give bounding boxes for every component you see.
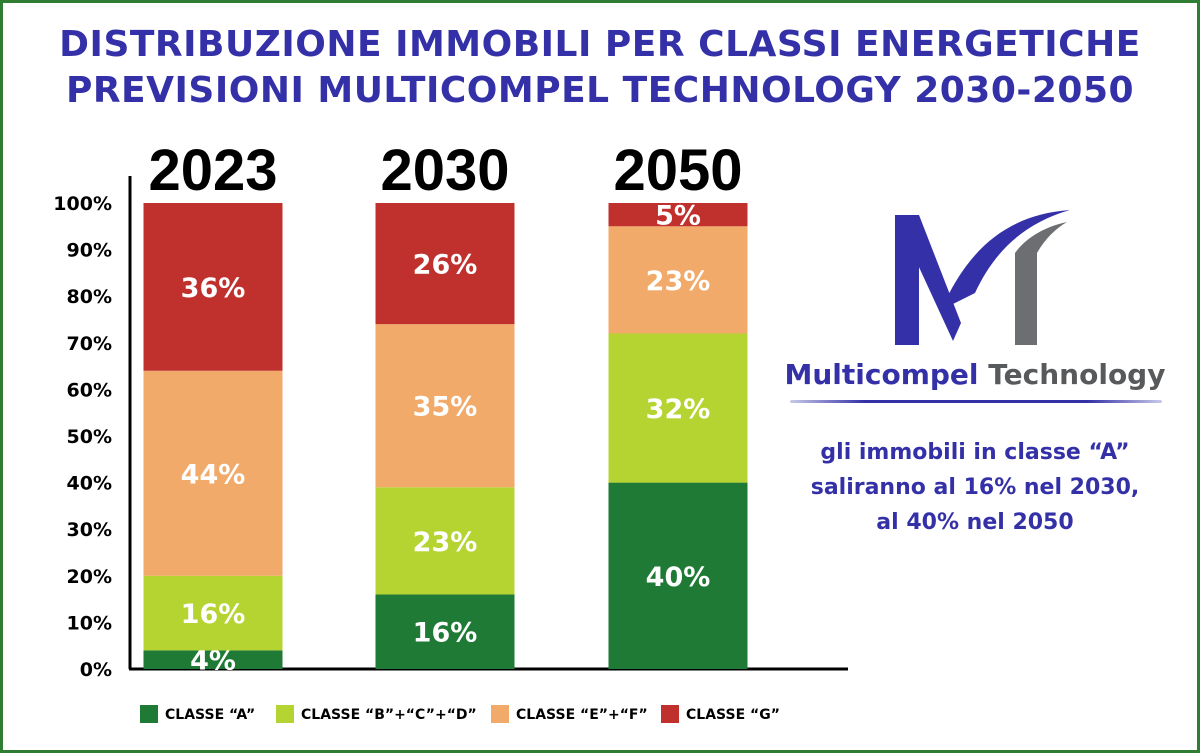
data-label: 23% <box>646 266 711 297</box>
legend-swatch <box>140 705 158 723</box>
y-tick-label: 60% <box>67 379 112 401</box>
chart-title: DISTRIBUZIONE IMMOBILI PER CLASSI ENERGE… <box>0 22 1200 114</box>
legend-label: CLASSE “G” <box>686 707 780 723</box>
y-tick-label: 40% <box>67 473 112 495</box>
category-label: 2050 <box>613 138 742 203</box>
legend-label: CLASSE “A” <box>165 707 255 723</box>
y-tick-label: 10% <box>67 612 112 634</box>
note-line-1: gli immobili in classe “A” <box>820 440 1130 465</box>
y-tick-label: 30% <box>67 519 112 541</box>
summary-note: gli immobili in classe “A” saliranno al … <box>780 435 1170 540</box>
data-label: 35% <box>413 392 478 423</box>
legend-swatch <box>661 705 679 723</box>
title-line-1: DISTRIBUZIONE IMMOBILI PER CLASSI ENERGE… <box>59 24 1141 65</box>
data-label: 32% <box>646 394 711 425</box>
data-label: 26% <box>413 250 478 281</box>
legend-swatch <box>491 705 509 723</box>
y-tick-label: 70% <box>67 333 112 355</box>
bar-segment <box>375 487 515 595</box>
y-tick-label: 20% <box>67 566 112 588</box>
category-label: 2030 <box>380 138 509 203</box>
legend-label: CLASSE “B”+“C”+“D” <box>301 707 477 723</box>
bar-segment <box>608 482 748 669</box>
bar-segment <box>143 370 283 576</box>
bar-segment <box>143 650 283 669</box>
note-line-3: al 40% nel 2050 <box>876 510 1074 535</box>
data-label: 4% <box>190 646 236 677</box>
y-tick-label: 80% <box>67 286 112 308</box>
brand-name-part2: Technology <box>978 358 1166 391</box>
bar-segment <box>143 575 283 651</box>
data-label: 16% <box>413 618 478 649</box>
data-label: 5% <box>655 201 701 232</box>
legend-label: CLASSE “E”+“F” <box>516 707 648 723</box>
data-label: 16% <box>181 599 246 630</box>
y-tick-label: 100% <box>53 193 112 215</box>
category-label: 2023 <box>148 138 277 203</box>
brand-underline <box>790 400 1162 403</box>
data-label: 44% <box>181 459 246 490</box>
legend-swatch <box>276 705 294 723</box>
brand-name: Multicompel Technology <box>770 358 1180 391</box>
data-label: 40% <box>646 562 711 593</box>
data-label: 23% <box>413 527 478 558</box>
title-line-2: PREVISIONI MULTICOMPEL TECHNOLOGY 2030-2… <box>65 70 1135 111</box>
note-line-2: saliranno al 16% nel 2030, <box>810 475 1140 500</box>
bar-segment <box>375 594 515 669</box>
multicompel-logo-icon <box>895 210 1070 345</box>
bar-segment <box>608 333 748 483</box>
bar-segment <box>375 324 515 488</box>
data-label: 36% <box>181 273 246 304</box>
y-tick-label: 90% <box>67 240 112 262</box>
y-tick-label: 0% <box>80 659 112 681</box>
bar-segment <box>608 226 748 334</box>
bar-segment <box>375 203 515 325</box>
y-tick-label: 50% <box>67 426 112 448</box>
bar-segment <box>143 203 283 371</box>
brand-name-part1: Multicompel <box>784 358 979 391</box>
bar-segment <box>608 203 748 227</box>
